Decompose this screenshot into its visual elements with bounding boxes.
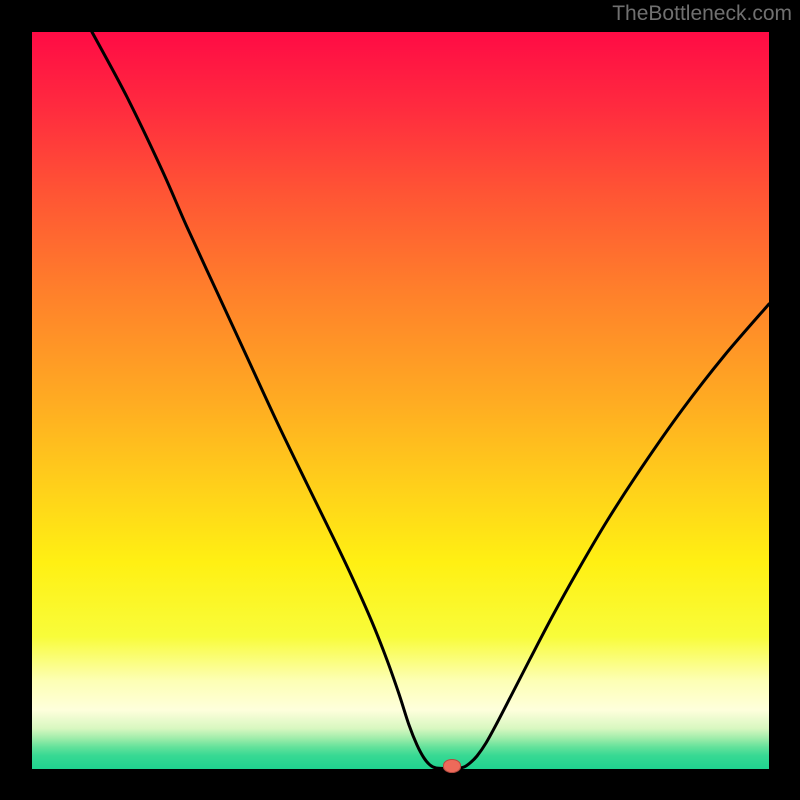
bottleneck-curve-path <box>92 32 769 769</box>
bottleneck-curve <box>32 32 769 769</box>
chart-plot-area <box>32 32 769 769</box>
minimum-marker-icon <box>443 759 461 773</box>
watermark-text: TheBottleneck.com <box>612 2 792 26</box>
